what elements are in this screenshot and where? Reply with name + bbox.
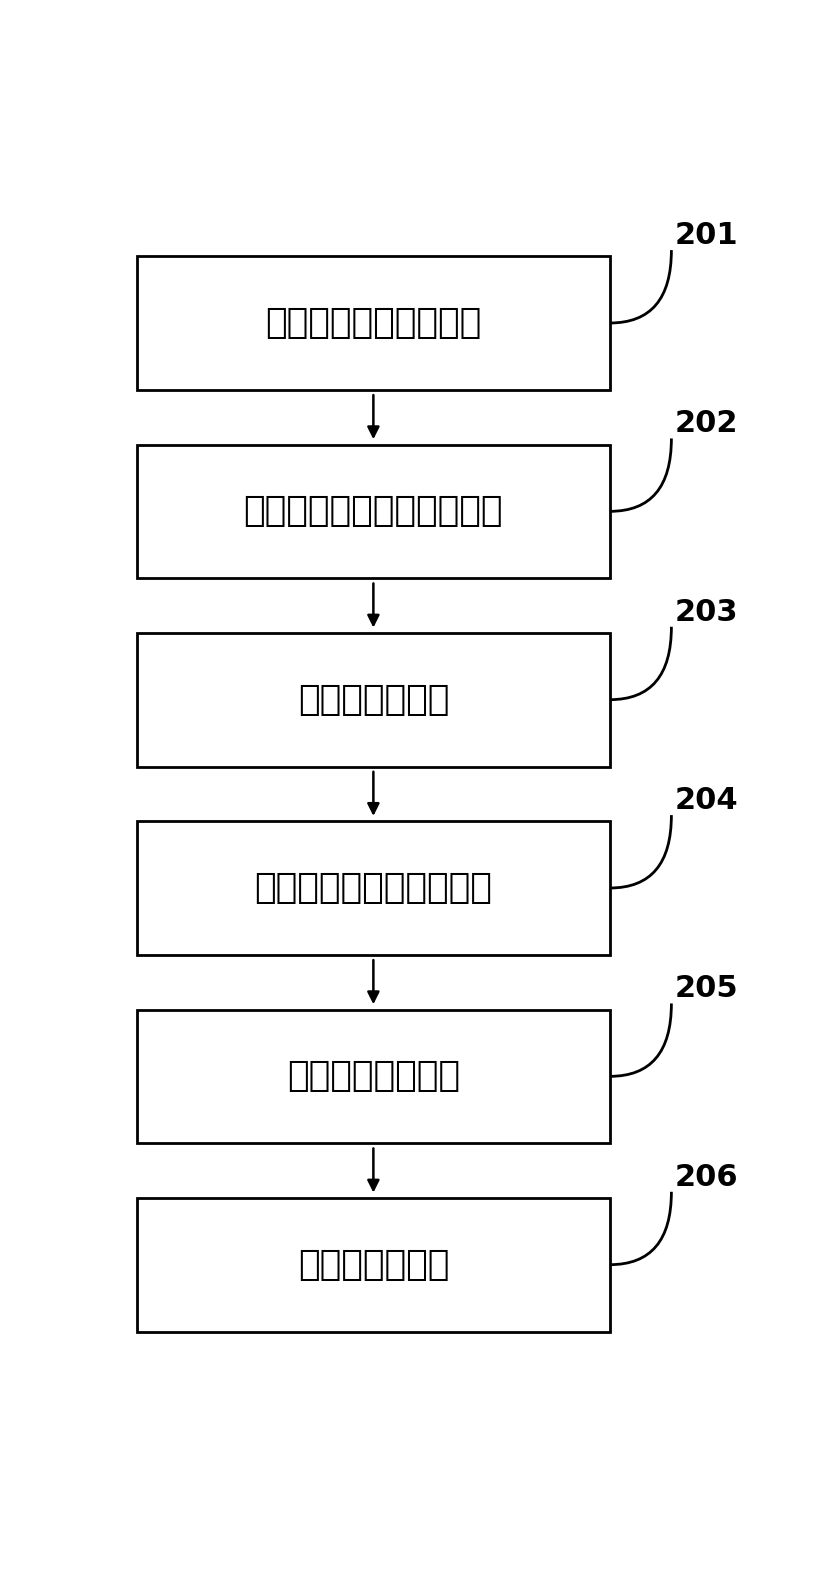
- Bar: [137, 445, 609, 578]
- Text: 203: 203: [675, 598, 738, 626]
- Bar: [137, 633, 609, 767]
- Text: 控制环输出参数获取模块: 控制环输出参数获取模块: [254, 871, 492, 906]
- Text: 202: 202: [675, 409, 738, 439]
- Text: 205: 205: [675, 975, 738, 1004]
- Text: 206: 206: [675, 1163, 738, 1191]
- Text: 第一初始化模块: 第一初始化模块: [298, 683, 449, 716]
- Text: 输出电压获取模块: 输出电压获取模块: [287, 1059, 460, 1094]
- Text: 204: 204: [675, 786, 738, 816]
- Bar: [137, 1010, 609, 1142]
- Bar: [137, 256, 609, 390]
- Text: 双馈风机参数获取模块: 双馈风机参数获取模块: [265, 306, 482, 339]
- Text: 201: 201: [675, 221, 738, 251]
- Bar: [137, 1198, 609, 1332]
- Text: 第二初始化模块: 第二初始化模块: [298, 1248, 449, 1281]
- Bar: [137, 821, 609, 955]
- Text: 双馈风机理论参数获取模块: 双馈风机理论参数获取模块: [243, 494, 503, 529]
